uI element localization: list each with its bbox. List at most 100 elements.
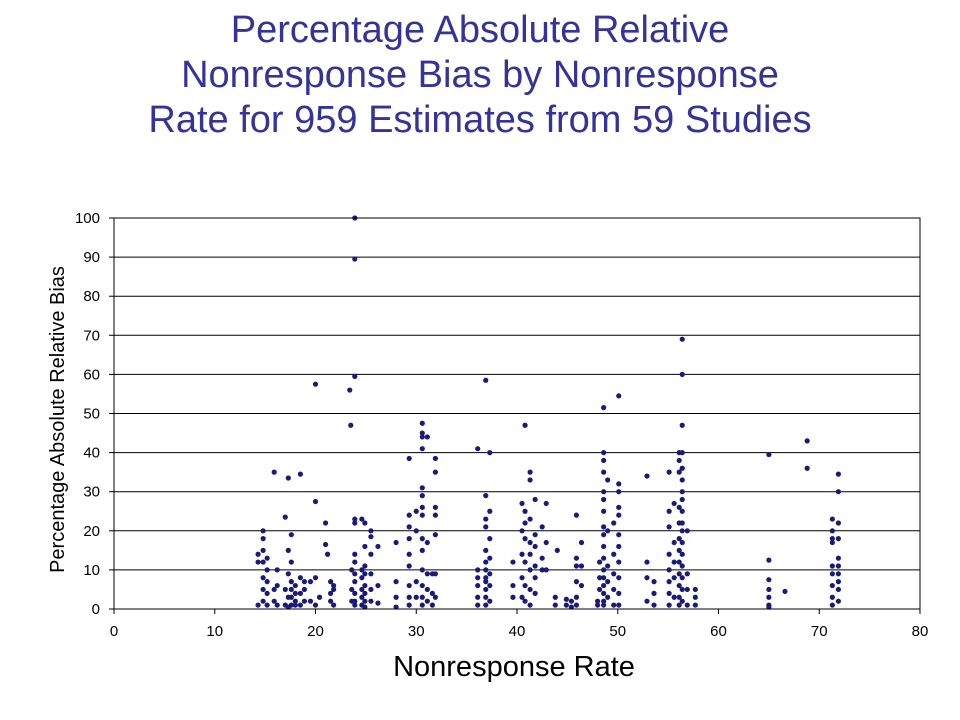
data-point-134 [424,539,430,546]
data-point-19 [274,582,280,589]
data-point-65 [349,586,355,593]
data-point-45 [301,579,308,585]
data-point-92 [362,604,368,610]
data-point-1 [255,559,261,565]
data-point-20 [274,567,280,573]
data-point-13 [264,567,270,573]
x-tick-label-60: 60 [710,623,727,640]
data-point-144 [432,512,438,518]
data-point-99 [375,543,381,550]
data-point-166 [487,450,493,456]
data-point-64 [349,567,355,573]
data-point-231 [601,457,607,464]
data-point-5 [260,575,266,581]
data-point-301 [679,422,685,428]
data-point-198 [532,543,538,550]
y-axis-label: Percentage Absolute Relative Bias [47,266,69,573]
data-point-318 [684,586,690,593]
data-point-325 [766,577,772,583]
data-point-268 [644,559,650,565]
y-tick-label-100: 100 [75,210,100,227]
data-point-244 [601,598,607,604]
data-point-303 [679,465,685,471]
data-point-141 [432,455,438,462]
data-point-205 [543,500,549,507]
data-point-183 [522,520,528,526]
data-point-226 [597,559,603,565]
data-points [255,215,841,610]
x-tick-label-20: 20 [307,623,324,640]
data-point-121 [419,434,425,440]
data-point-135 [424,571,430,577]
data-point-6 [260,559,266,565]
data-point-72 [352,551,358,557]
data-point-319 [684,602,690,608]
grid-lines [109,217,921,614]
data-point-132 [419,602,425,608]
data-point-223 [578,582,585,589]
data-point-26 [285,571,291,577]
data-point-88 [362,571,368,577]
data-point-282 [671,500,677,507]
x-tick-label-70: 70 [811,623,828,640]
data-point-101 [375,600,381,606]
y-tick-labels: 0 10 20 30 40 50 60 70 80 90 100 [75,210,100,618]
data-point-70 [352,516,358,522]
data-point-225 [595,602,601,608]
data-point-327 [766,594,772,600]
data-point-227 [597,575,603,581]
data-point-180 [519,594,525,600]
data-point-256 [616,393,622,399]
data-point-110 [406,551,412,557]
data-point-163 [483,586,489,593]
data-point-155 [483,493,489,499]
data-point-96 [368,571,374,577]
data-point-274 [666,469,672,475]
data-point-94 [368,534,374,540]
data-point-32 [288,579,294,585]
x-axis-label: Nonresponse Rate [393,651,635,683]
data-point-272 [651,590,657,596]
data-point-170 [487,571,493,577]
data-point-9 [260,528,266,534]
data-point-250 [605,594,611,600]
x-tick-labels: 0 10 20 30 40 50 60 70 80 [110,623,929,640]
data-point-309 [679,528,685,534]
y-tick-label-20: 20 [83,523,100,540]
data-point-297 [676,594,682,600]
data-point-117 [413,579,419,585]
data-point-330 [782,588,788,595]
data-point-253 [611,571,617,577]
data-point-255 [611,602,617,608]
data-point-57 [328,590,334,596]
data-point-192 [527,551,533,557]
data-point-307 [679,508,685,514]
data-point-80 [359,567,365,573]
data-point-343 [835,489,841,495]
data-point-76 [352,590,358,596]
data-point-320 [692,586,698,593]
data-point-285 [671,575,677,581]
data-point-44 [301,586,308,593]
data-point-252 [611,551,617,557]
data-point-186 [522,582,528,589]
data-point-306 [679,496,685,503]
data-point-346 [835,555,841,561]
data-point-337 [829,563,835,569]
x-tick-label-40: 40 [509,623,526,640]
data-point-292 [676,536,682,542]
data-point-78 [352,602,358,608]
data-point-113 [406,594,412,600]
data-point-10 [264,602,270,608]
y-tick-label-30: 30 [83,484,100,501]
data-point-277 [666,551,672,557]
data-point-108 [406,524,412,530]
data-point-214 [568,604,575,610]
data-point-324 [766,557,772,563]
data-point-195 [527,602,533,608]
title-line-3: Rate for 959 Estimates from 59 Studies [148,99,812,141]
data-point-122 [419,446,425,452]
data-point-193 [527,567,533,573]
data-point-146 [432,571,438,577]
data-point-316 [684,528,690,534]
